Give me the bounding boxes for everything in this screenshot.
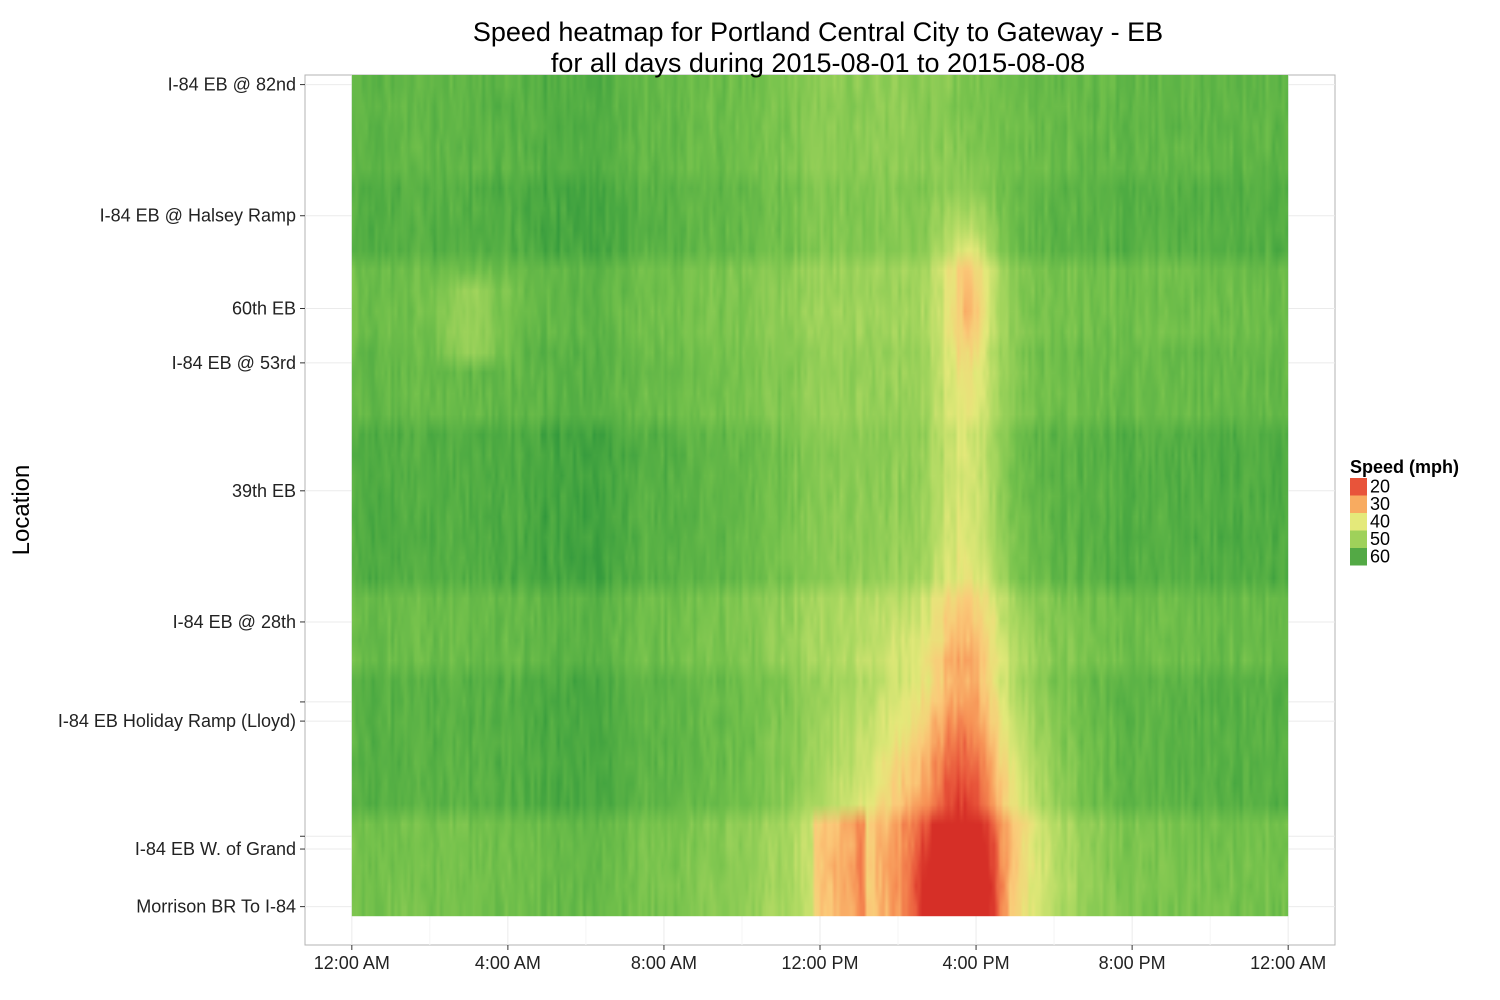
legend-key [1350,478,1367,496]
x-tick-label: 8:00 AM [631,953,697,973]
legend-label: 50 [1370,529,1390,549]
y-tick-label: Morrison BR To I-84 [136,897,296,917]
legend-key [1350,495,1367,513]
legend-label: 60 [1370,547,1390,567]
x-tick-label: 8:00 PM [1099,953,1166,973]
y-axis-label: Location [8,465,35,556]
legend-label: 20 [1370,477,1390,497]
x-tick-label: 12:00 PM [781,953,858,973]
y-tick-label: I-84 EB @ 53rd [172,353,296,373]
y-tick-label: I-84 EB Holiday Ramp (Lloyd) [58,711,296,731]
x-tick-label: 4:00 AM [475,953,541,973]
y-tick-label: I-84 EB W. of Grand [135,839,296,859]
legend-title: Speed (mph) [1350,457,1459,477]
legend-label: 40 [1370,512,1390,532]
chart-subtitle: for all days during 2015-08-01 to 2015-0… [551,48,1085,78]
y-axis: Morrison BR To I-84 I-84 EB W. of Grand I-… [58,75,305,917]
y-tick-label: I-84 EB @ 82nd [168,75,296,95]
y-tick-label: I-84 EB @ Halsey Ramp [100,206,296,226]
y-tick-label: 60th EB [232,298,296,318]
legend-label: 30 [1370,494,1390,514]
chart-title: Speed heatmap for Portland Central City … [473,17,1163,47]
x-axis: 12:00 AM 4:00 AM 8:00 AM 12:00 PM 4:00 PM 8:0… [314,945,1326,973]
legend-key [1350,513,1367,531]
heatmap-tiles [351,75,1289,917]
x-tick-label: 12:00 AM [1250,953,1326,973]
y-tick-label: I-84 EB @ 28th [173,612,296,632]
y-tick-label: 39th EB [232,481,296,501]
legend-key [1350,530,1367,548]
x-tick-label: 4:00 PM [943,953,1010,973]
legend-key [1350,548,1367,566]
x-tick-label: 12:00 AM [314,953,390,973]
